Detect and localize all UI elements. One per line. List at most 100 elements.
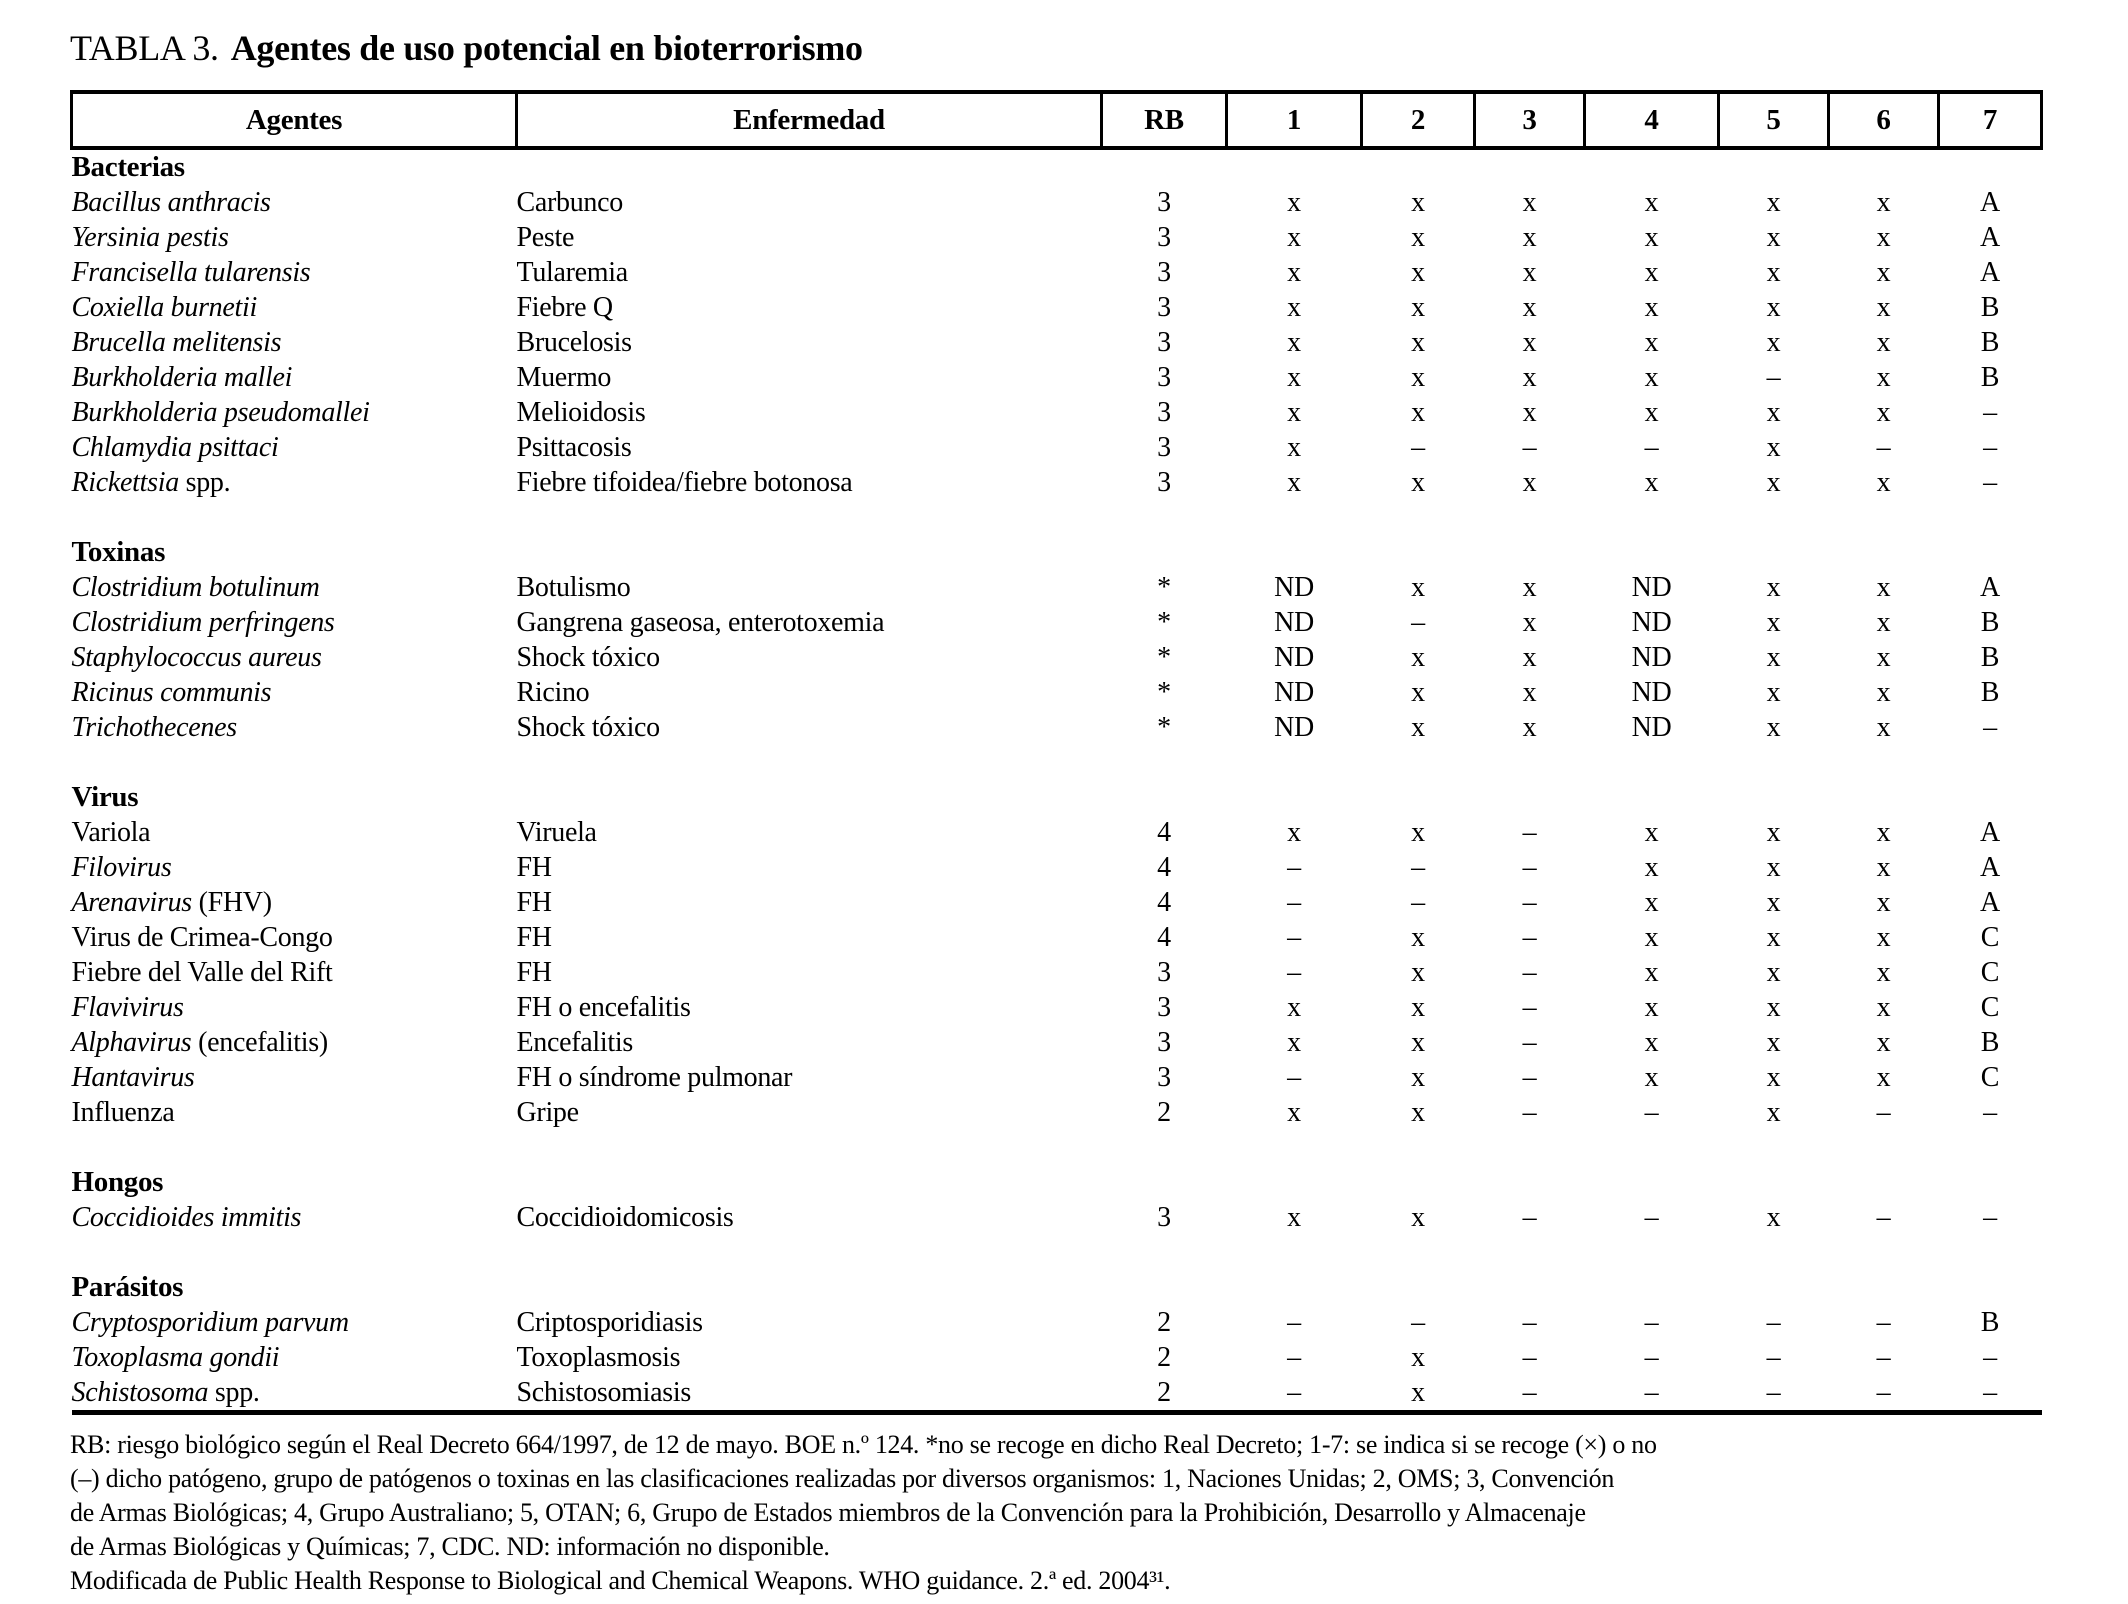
classification-cell-7: C: [1980, 957, 2000, 988]
classification-cell-5: x: [1766, 1062, 1781, 1093]
table-row: Influenza Gripe 2 x x – – x – –: [72, 1095, 2042, 1130]
classification-cell-4: –: [1644, 1202, 1659, 1233]
disease-cell: Encefalitis: [516, 1027, 634, 1058]
classification-cell-4: x: [1644, 887, 1659, 918]
classification-cell-7: B: [1980, 677, 2000, 708]
agent-cell: Francisella tularensis: [72, 255, 517, 290]
section-header-row: Hongos: [72, 1165, 2042, 1200]
table-row: Brucella melitensis Brucelosis 3 x x x x x x B: [72, 325, 2042, 360]
classification-cell-4: ND: [1631, 712, 1672, 743]
agent-name-italic: Clostridium botulinum: [71, 572, 320, 603]
classification-cell-3: –: [1522, 957, 1537, 988]
disease-cell: FH: [516, 922, 553, 953]
classification-cell-5: x: [1766, 817, 1781, 848]
classification-cell-1: ND: [1274, 677, 1314, 708]
classification-cell-4: –: [1644, 1307, 1659, 1338]
classification-cell-6: x: [1876, 957, 1891, 988]
classification-cell-4: x: [1644, 187, 1659, 218]
classification-cell-6: x: [1876, 257, 1891, 288]
disease-cell: Toxoplasmosis: [516, 1342, 681, 1373]
classification-cell-2: x: [1411, 1342, 1425, 1373]
classification-cell-2: –: [1411, 432, 1425, 463]
agent-name-italic: Cryptosporidium parvum: [71, 1307, 350, 1338]
disease-cell: Peste: [516, 222, 575, 253]
classification-cell-3: –: [1522, 922, 1537, 953]
column-header-3: 3: [1473, 92, 1586, 150]
agent-name-italic: Bacillus anthracis: [71, 187, 271, 218]
table-row: Fiebre del Valle del Rift FH 3 – x – x x x C: [72, 955, 2042, 990]
classification-cell-6: x: [1876, 467, 1891, 498]
classification-cell-4: ND: [1631, 607, 1672, 638]
section-header-row: Parásitos: [72, 1270, 2042, 1305]
classification-cell-5: x: [1766, 957, 1781, 988]
classification-cell-4: x: [1644, 362, 1659, 393]
classification-cell-7: B: [1980, 1307, 2000, 1338]
section-name: Parásitos: [71, 1271, 184, 1303]
footnotes: RB: riesgo biológico según el Real Decre…: [70, 1428, 2040, 1598]
disease-cell: Tularemia: [516, 257, 629, 288]
classification-cell-2: x: [1411, 467, 1425, 498]
agent-cell: Brucella melitensis: [72, 325, 517, 360]
column-header-5: 5: [1717, 92, 1830, 150]
classification-cell-6: x: [1876, 397, 1891, 428]
spacer-cell: [72, 1130, 2042, 1165]
section-header-row: Virus: [72, 780, 2042, 815]
classification-cell-4: ND: [1631, 642, 1672, 673]
classification-cell-2: –: [1411, 607, 1425, 638]
agent-cell: Ricinus communis: [72, 675, 517, 710]
classification-cell-1: x: [1287, 1202, 1301, 1233]
classification-cell-6: x: [1876, 607, 1891, 638]
classification-cell-2: x: [1411, 222, 1425, 253]
classification-cell-5: x: [1766, 607, 1781, 638]
classification-cell-6: x: [1876, 187, 1891, 218]
classification-cell-6: –: [1876, 432, 1891, 463]
classification-cell-3: x: [1522, 187, 1537, 218]
classification-cell-1: –: [1287, 852, 1301, 883]
classification-cell-7: C: [1980, 1062, 2000, 1093]
classification-cell-3: –: [1522, 852, 1537, 883]
classification-cell-7: A: [1980, 852, 2000, 883]
disease-cell: Brucelosis: [516, 327, 633, 358]
classification-cell-4: x: [1644, 222, 1659, 253]
table-row: Clostridium botulinum Botulismo * ND x x ND x x A: [72, 570, 2042, 605]
rb-cell: 3: [1157, 257, 1171, 288]
classification-cell-5: x: [1766, 292, 1781, 323]
classification-cell-4: x: [1644, 817, 1659, 848]
classification-cell-4: –: [1644, 1097, 1659, 1128]
table-row: Rickettsia spp. Fiebre tifoidea/fiebre bo…: [72, 465, 2042, 500]
agent-cell: Yersinia pestis: [72, 220, 517, 255]
classification-cell-1: x: [1287, 187, 1301, 218]
classification-cell-4: x: [1644, 257, 1659, 288]
agent-name-italic: Rickettsia: [71, 467, 180, 498]
footnote-line: de Armas Biológicas y Químicas; 7, CDC. …: [70, 1532, 830, 1561]
classification-cell-7: A: [1980, 257, 2000, 288]
classification-cell-5: x: [1766, 187, 1781, 218]
classification-cell-1: x: [1287, 1097, 1301, 1128]
classification-cell-4: –: [1644, 1342, 1659, 1373]
agent-name-italic: Clostridium perfringens: [71, 607, 335, 638]
rb-cell: *: [1157, 572, 1171, 603]
classification-cell-1: x: [1287, 432, 1301, 463]
classification-cell-6: x: [1876, 677, 1891, 708]
classification-cell-5: x: [1766, 922, 1781, 953]
classification-cell-6: x: [1876, 1027, 1891, 1058]
agent-name-italic: Burkholderia pseudomallei: [71, 397, 370, 428]
table-row: Coccidioides immitis Coccidioidomicosis 3 x…: [72, 1200, 2042, 1235]
section-name: Bacterias: [71, 151, 186, 183]
table-row: Yersinia pestis Peste 3 x x x x x x A: [72, 220, 2042, 255]
section-header-row: Toxinas: [72, 535, 2042, 570]
classification-cell-2: x: [1411, 642, 1425, 673]
classification-cell-2: x: [1411, 397, 1425, 428]
classification-cell-7: A: [1980, 887, 2000, 918]
classification-cell-5: x: [1766, 1097, 1781, 1128]
column-header-1: 1: [1225, 92, 1363, 150]
classification-cell-4: –: [1644, 1377, 1659, 1408]
classification-cell-4: x: [1644, 292, 1659, 323]
classification-cell-4: ND: [1631, 572, 1672, 603]
classification-cell-4: x: [1644, 467, 1659, 498]
classification-cell-3: –: [1522, 1027, 1537, 1058]
agent-name-italic: Coxiella burnetii: [71, 292, 258, 323]
classification-cell-3: –: [1522, 1377, 1537, 1408]
disease-cell: Shock tóxico: [516, 712, 661, 743]
classification-cell-7: –: [1983, 712, 1997, 743]
